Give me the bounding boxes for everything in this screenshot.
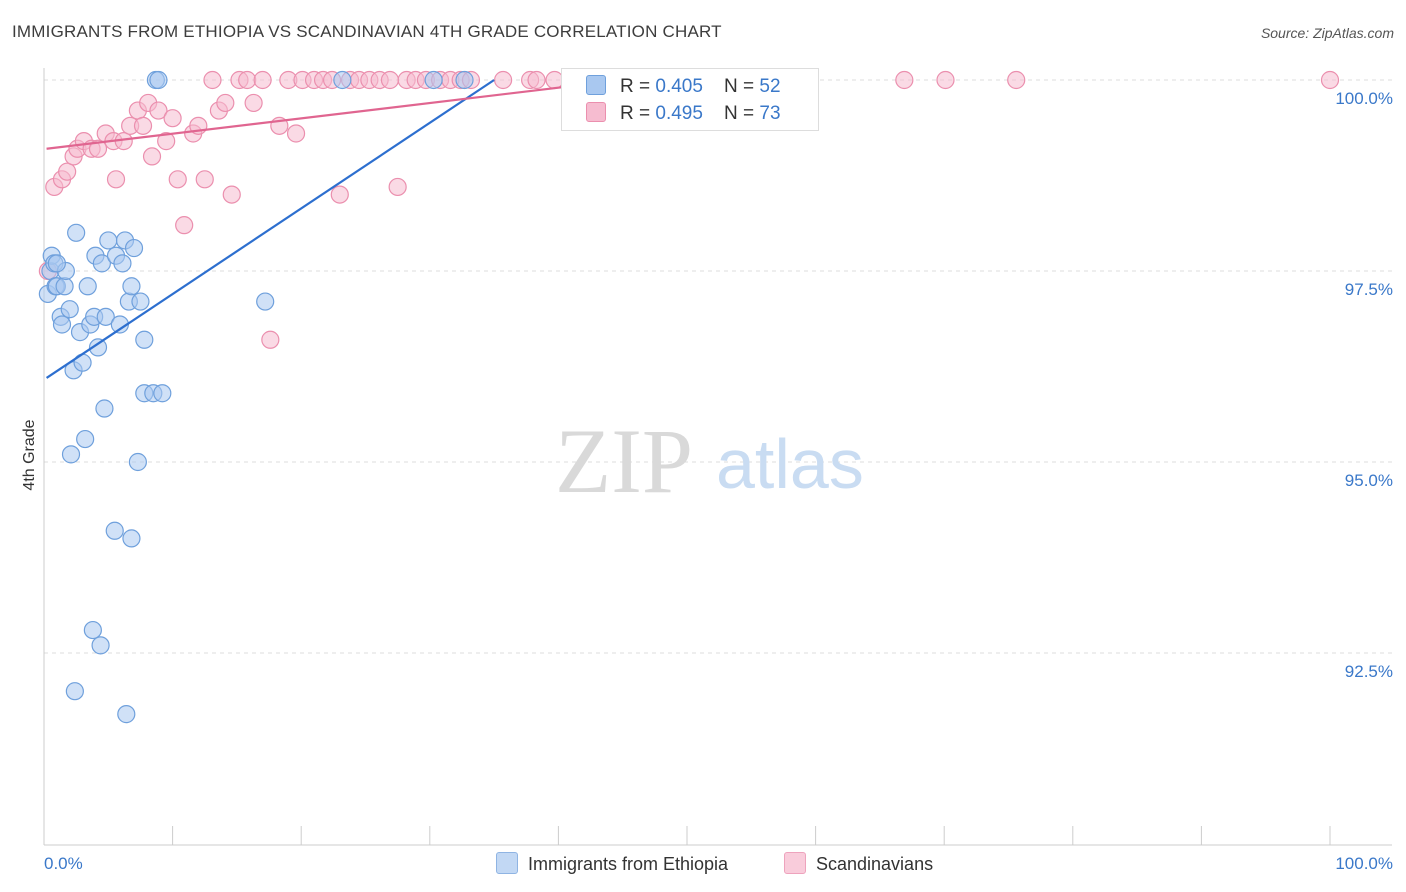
legend-r-value: 0.405 [655,76,703,97]
data-point [175,216,194,235]
data-point [92,254,111,273]
data-point [122,277,141,296]
legend-item-ethiopia: Immigrants from Ethiopia [496,852,728,875]
series-legend: Immigrants from Ethiopia Scandinavians [0,852,1406,876]
data-point [195,170,214,189]
x-tick-label: 0.0% [44,854,83,873]
data-point [117,705,136,724]
data-point [895,70,914,90]
correlation-legend: R = 0.405 N = 52 R = 0.495 N = 73 [561,68,819,131]
data-point [52,315,72,334]
data-point [88,338,108,357]
data-point [47,254,66,273]
trendline [46,78,623,150]
legend-n-label: N = [724,103,760,124]
data-point [122,529,141,548]
source-label: Source: ZipAtlas.com [1260,25,1394,41]
data-point [330,185,349,204]
legend-swatch-blue [496,852,518,874]
data-point [61,445,81,464]
data-point [131,292,150,311]
legend-label: Immigrants from Ethiopia [528,854,729,874]
trendline [45,79,495,379]
data-point [333,70,352,90]
data-point [113,254,132,273]
trendlines [45,78,623,379]
data-point [157,132,176,151]
legend-swatch-pink [586,102,606,122]
data-point [163,109,182,128]
data-point [67,223,86,242]
data-point [95,399,114,418]
legend-n-value: 52 [759,76,781,97]
tick-labels: 100.0% 97.5% 95.0% 92.5% 0.0% 100.0% [44,89,1393,873]
data-point [135,330,154,349]
data-point [380,70,400,90]
data-point [261,330,280,349]
legend-row-ethiopia: R = 0.405 N = 52 [586,75,781,99]
data-point [168,170,187,189]
data-point [238,70,257,90]
data-point [253,70,272,90]
watermark: ZIP atlas [555,410,864,512]
data-point [91,636,110,655]
data-point [216,93,235,113]
data-point [133,116,153,135]
chart-title: IMMIGRANTS FROM ETHIOPIA VS SCANDINAVIAN… [12,22,722,41]
watermark-atlas: atlas [716,425,864,503]
y-tick-label: 92.5% [1345,662,1393,681]
data-point [153,384,172,403]
legend-n-label: N = [724,76,760,97]
data-point [96,307,115,326]
legend-item-scandinavians: Scandinavians [784,852,933,875]
legend-swatch-pink [784,852,806,874]
data-point [78,277,97,296]
data-point [455,70,474,90]
grid-lines [44,79,1392,654]
data-point [149,70,168,90]
y-tick-label: 95.0% [1345,471,1393,490]
data-point [256,292,275,311]
series-immigrants-from-ethiopia [38,70,474,724]
data-point [222,185,241,204]
x-tick-label: 100.0% [1335,854,1393,873]
data-point [83,620,102,640]
data-point [244,93,263,113]
data-point [55,277,74,296]
data-point [1320,70,1340,90]
data-point [76,429,95,449]
data-point [494,70,513,90]
legend-r-value: 0.495 [655,103,703,124]
data-point [99,231,118,250]
data-point [124,238,144,258]
data-point [388,177,407,197]
data-point [203,70,222,90]
legend-r-label: R = [620,103,656,124]
data-point [106,170,126,189]
y-tick-label: 97.5% [1345,280,1393,299]
data-point [60,300,79,319]
legend-row-scandinavians: R = 0.495 N = 73 [586,102,781,126]
data-point [58,162,77,181]
legend-n-value: 73 [759,103,781,124]
legend-label: Scandinavians [816,854,934,874]
data-point [65,682,84,701]
data-point [105,521,124,540]
axes [43,68,1392,846]
data-point [286,124,306,143]
data-point [527,70,546,90]
data-point [88,139,108,158]
data-point [128,452,147,472]
legend-swatch-blue [586,75,606,95]
watermark-zip: ZIP [555,410,693,512]
data-point [149,101,168,120]
data-point [424,70,443,90]
data-point [1007,70,1026,90]
y-tick-label: 100.0% [1335,89,1393,108]
legend-r-label: R = [620,76,656,97]
data-point [142,147,162,166]
data-point [936,70,955,90]
